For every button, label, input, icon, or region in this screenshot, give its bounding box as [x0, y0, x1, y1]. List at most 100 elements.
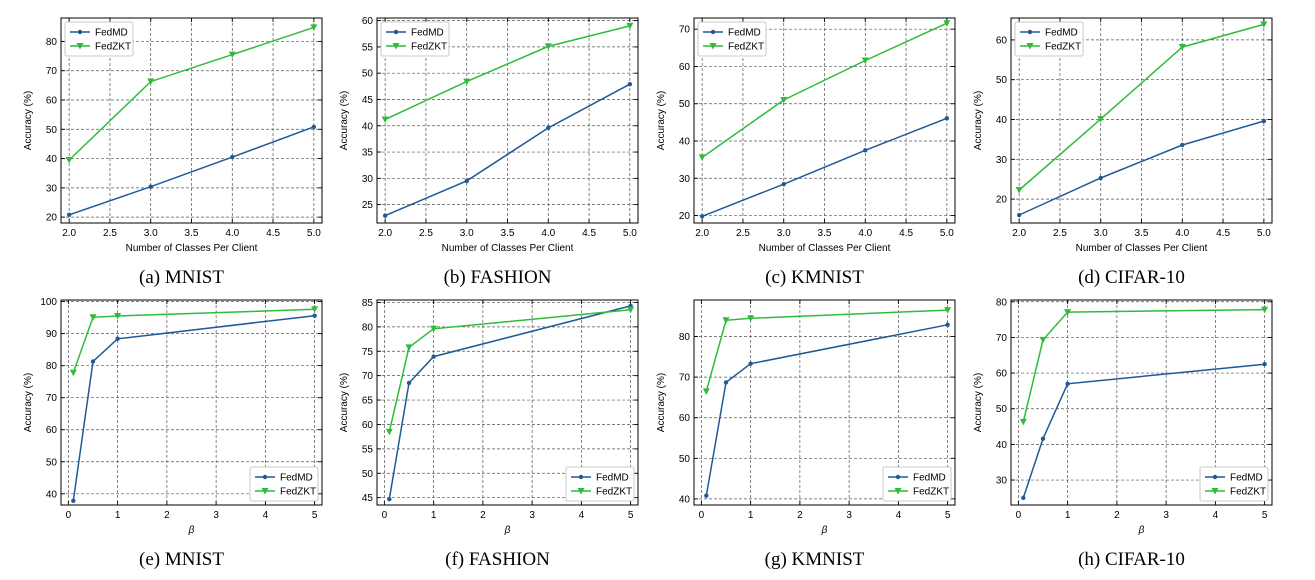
series-line-fedmd	[1022, 363, 1265, 499]
legend-marker-fedzkt	[392, 43, 400, 50]
legend-box	[64, 21, 134, 57]
y-tick-label: 30	[362, 174, 374, 185]
data-point-fedzkt	[1260, 21, 1268, 28]
legend-marker-fedmd	[1027, 29, 1033, 35]
legend-marker-fedmd	[710, 29, 716, 35]
legend-box	[380, 21, 450, 57]
series-line-fedmd	[72, 314, 315, 501]
x-tick-label: 3	[213, 510, 219, 521]
legend-marker-fedmd	[393, 29, 399, 35]
data-point-fedzkt	[147, 78, 155, 86]
subfigure-caption: (c) KMNIST	[765, 267, 864, 288]
series-line-fedmd	[384, 83, 631, 217]
data-point-fedmd	[431, 354, 436, 359]
data-point-fedzkt	[385, 428, 393, 436]
y-tick-label: 60	[996, 35, 1008, 46]
data-point-fedzkt	[702, 388, 710, 395]
data-point-fedzkt	[1097, 116, 1105, 123]
chart-panel-1: 2.0 2.5 3.0 3.5 4.0 4.5 5.0 20 30 40 50 60 70 80 Numbe…	[23, 17, 323, 288]
x-tick-label: 2.5	[103, 228, 117, 239]
series-line-fedzkt	[68, 26, 315, 161]
data-point-fedmd	[387, 496, 392, 502]
data-point-fedmd	[704, 493, 709, 498]
x-tick-label: 2.5	[736, 228, 750, 239]
legend-box	[1199, 466, 1269, 502]
series-line-fedzkt	[388, 309, 631, 432]
y-tick-label: 70	[996, 333, 1008, 344]
legend: FedMD FedZKT	[697, 21, 767, 57]
y-tick-label: 50	[46, 457, 58, 468]
x-tick-label: 3.5	[1135, 228, 1149, 239]
data-point-fedzkt	[1261, 306, 1269, 314]
plot-frame	[60, 17, 323, 224]
data-point-fedzkt	[780, 97, 788, 104]
x-tick-label: 4.5	[582, 228, 596, 239]
x-tick-label: 4.5	[1216, 228, 1230, 239]
data-point-fedzkt	[311, 306, 319, 313]
x-tick-label: 4.0	[858, 228, 872, 239]
x-tick-label: 2.0	[1012, 228, 1026, 239]
legend-marker-fedzkt	[1211, 488, 1219, 495]
x-tick-label: 0	[1016, 510, 1022, 521]
x-tick-label: 3	[1163, 510, 1169, 521]
legend-box	[565, 466, 635, 502]
y-tick-label: 60	[679, 413, 691, 424]
legend-marker-fedmd	[578, 474, 584, 480]
chart-panel-4: 2.0 2.5 3.0 3.5 4.0 4.5 5.0 20 30 40 50 60 Number of…	[973, 17, 1273, 288]
legend-marker-fedzkt	[709, 43, 717, 50]
plot-frame	[693, 17, 956, 224]
series-line-fedzkt	[384, 25, 630, 121]
y-tick-label: 40	[679, 494, 691, 505]
data-point-fedmd	[230, 154, 235, 160]
y-tick-label: 45	[362, 95, 374, 106]
x-tick-label: 4.0	[541, 228, 555, 239]
y-tick-label: 20	[46, 213, 58, 224]
legend-box	[249, 466, 319, 502]
y-tick-label: 60	[679, 62, 691, 73]
y-tick-label: 80	[996, 297, 1008, 308]
x-tick-label: 2.0	[695, 228, 709, 239]
legend-marker-fedzkt	[1026, 43, 1034, 50]
x-axis-label: β	[504, 525, 511, 536]
data-point-fedzkt	[1019, 418, 1027, 426]
data-point-fedmd	[312, 313, 317, 318]
plot-frame	[376, 299, 639, 506]
y-tick-label: 55	[362, 444, 374, 455]
x-tick-label: 5	[628, 510, 634, 521]
y-tick-label: 55	[362, 42, 374, 53]
series-line-fedzkt	[1022, 308, 1265, 423]
data-point-fedzkt	[89, 314, 97, 321]
x-tick-label: 3	[846, 510, 852, 521]
x-tick-label: 2	[164, 510, 170, 521]
x-tick-label: 3.0	[460, 228, 474, 239]
y-tick-label: 30	[996, 476, 1008, 487]
x-axis-label: β	[1138, 525, 1145, 536]
legend-label-fedmd: FedMD	[411, 28, 444, 39]
y-tick-label: 50	[679, 99, 691, 110]
data-point-fedzkt	[1015, 186, 1023, 194]
data-point-fedmd	[66, 212, 72, 217]
data-point-fedzkt	[1039, 336, 1047, 344]
legend-label-fedmd: FedMD	[728, 28, 761, 39]
x-tick-label: 2.5	[1053, 228, 1067, 239]
series-line-fedmd	[1018, 120, 1265, 216]
x-tick-label: 4	[1213, 510, 1219, 521]
legend: FedMD FedZKT	[882, 466, 952, 502]
y-tick-label: 25	[362, 200, 374, 211]
x-tick-label: 1	[748, 510, 754, 521]
legend: FedMD FedZKT	[565, 466, 635, 502]
subfigure-caption: (b) FASHION	[444, 267, 552, 288]
legend-label-fedmd: FedMD	[913, 473, 946, 484]
data-point-fedmd	[311, 124, 317, 130]
x-axis-label: Number of Classes Per Client	[1076, 243, 1208, 254]
data-point-fedzkt	[1178, 44, 1186, 51]
x-tick-label: 1	[115, 510, 121, 521]
data-point-fedzkt	[405, 344, 413, 351]
data-point-fedzkt	[228, 51, 236, 59]
data-point-fedmd	[944, 116, 950, 121]
series-line-fedmd	[388, 305, 631, 500]
data-point-fedzkt	[430, 325, 438, 333]
data-point-fedmd	[748, 361, 753, 366]
